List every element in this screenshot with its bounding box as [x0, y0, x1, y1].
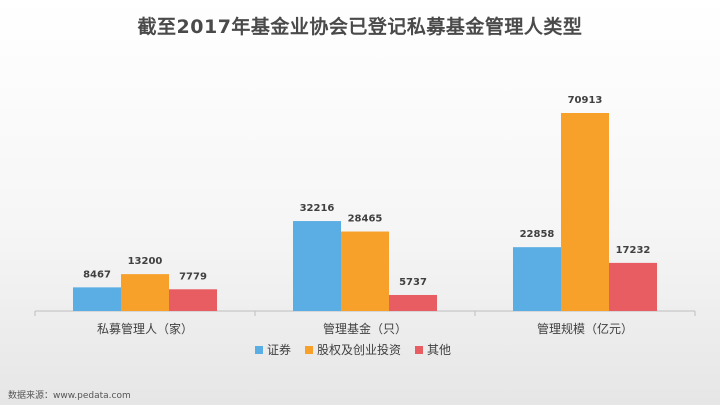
- legend-label: 其他: [427, 343, 451, 357]
- bar-1-1: [73, 287, 121, 311]
- data-label: 22858: [520, 229, 555, 240]
- bar-2-1: [121, 274, 169, 311]
- x-tick-label: 管理基金（只）: [323, 321, 407, 336]
- x-tick-label: 管理规模（亿元）: [537, 321, 633, 336]
- legend-swatch: [305, 346, 313, 354]
- chart-title: 截至2017年基金业协会已登记私募基金管理人类型: [137, 16, 583, 38]
- legend-label: 证券: [267, 342, 291, 357]
- bar-2-3: [561, 113, 609, 311]
- data-label: 13200: [128, 256, 163, 267]
- data-label: 8467: [83, 269, 111, 280]
- legend-label: 股权及创业投资: [317, 342, 401, 357]
- bar-1-3: [513, 247, 561, 311]
- data-label: 7779: [179, 271, 207, 282]
- bar-3-2: [389, 294, 437, 311]
- legend-swatch: [415, 346, 423, 354]
- x-tick-label: 私募管理人（家）: [97, 321, 193, 336]
- data-label: 28465: [348, 214, 383, 225]
- legend-swatch: [255, 346, 263, 354]
- bar-2-2: [341, 231, 389, 311]
- data-label: 5737: [399, 277, 427, 288]
- data-label: 70913: [568, 95, 603, 106]
- data-label: 17232: [616, 245, 651, 256]
- bar-1-2: [293, 221, 341, 311]
- bar-3-3: [609, 262, 657, 311]
- data-label: 32216: [300, 203, 335, 214]
- bar-3-1: [169, 289, 217, 311]
- data-source-note: 数据来源：www.pedata.com: [8, 391, 131, 401]
